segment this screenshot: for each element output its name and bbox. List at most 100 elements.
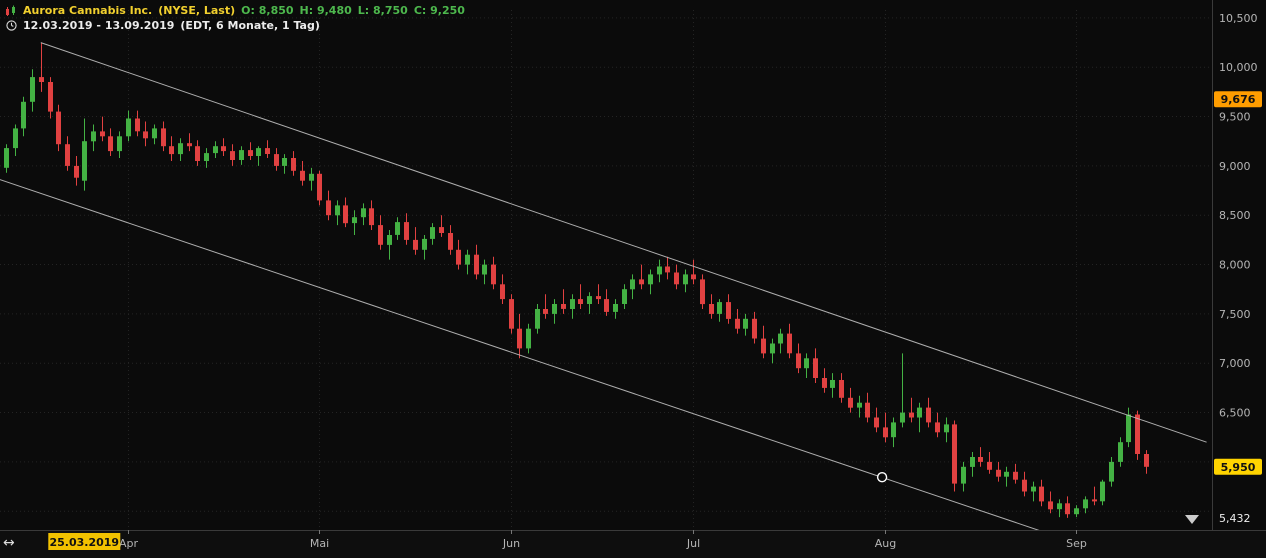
candle[interactable] xyxy=(91,124,96,152)
candle[interactable] xyxy=(1031,481,1036,502)
candle[interactable] xyxy=(4,144,9,173)
candle[interactable] xyxy=(221,138,226,156)
candle[interactable] xyxy=(578,284,583,309)
candle[interactable] xyxy=(422,235,427,260)
candle[interactable] xyxy=(448,225,453,255)
candle[interactable] xyxy=(256,146,261,166)
candle[interactable] xyxy=(709,294,714,319)
candle[interactable] xyxy=(717,299,722,322)
candle[interactable] xyxy=(413,227,418,255)
candle[interactable] xyxy=(848,387,853,413)
candle[interactable] xyxy=(456,239,461,270)
candle[interactable] xyxy=(1057,499,1062,518)
candle[interactable] xyxy=(648,269,653,295)
candle[interactable] xyxy=(883,412,888,443)
candle[interactable] xyxy=(343,197,348,228)
candle[interactable] xyxy=(309,167,314,191)
candle[interactable] xyxy=(735,309,740,334)
candle[interactable] xyxy=(143,121,148,147)
candle[interactable] xyxy=(517,313,522,359)
candle[interactable] xyxy=(108,128,113,156)
candle[interactable] xyxy=(274,148,279,171)
candle[interactable] xyxy=(917,402,922,433)
candle[interactable] xyxy=(752,311,757,344)
candle[interactable] xyxy=(187,133,192,152)
candle[interactable] xyxy=(239,146,244,165)
candle[interactable] xyxy=(1100,479,1105,506)
candle[interactable] xyxy=(56,104,61,152)
candle[interactable] xyxy=(195,140,200,166)
candle[interactable] xyxy=(265,140,270,158)
candle[interactable] xyxy=(683,269,688,293)
candle[interactable] xyxy=(552,299,557,324)
candle[interactable] xyxy=(909,397,914,423)
candle[interactable] xyxy=(30,69,35,112)
candle[interactable] xyxy=(1022,471,1027,497)
candle[interactable] xyxy=(604,289,609,316)
candle[interactable] xyxy=(978,447,983,467)
candle[interactable] xyxy=(804,353,809,378)
candle[interactable] xyxy=(891,417,896,448)
candle[interactable] xyxy=(796,343,801,374)
candle[interactable] xyxy=(317,170,322,206)
candle[interactable] xyxy=(657,259,662,283)
candle[interactable] xyxy=(944,417,949,443)
candle[interactable] xyxy=(213,141,218,158)
candle[interactable] xyxy=(970,452,975,477)
candle[interactable] xyxy=(926,397,931,428)
pan-icon[interactable]: ↔ xyxy=(3,535,15,551)
candle[interactable] xyxy=(169,136,174,161)
candle[interactable] xyxy=(561,289,566,314)
candle[interactable] xyxy=(135,110,140,137)
candle[interactable] xyxy=(987,452,992,474)
candle[interactable] xyxy=(378,215,383,250)
candle[interactable] xyxy=(1083,496,1088,514)
candle[interactable] xyxy=(248,142,253,160)
trend-channel[interactable] xyxy=(0,42,1207,558)
candle[interactable] xyxy=(665,256,670,280)
candle[interactable] xyxy=(787,323,792,359)
candle[interactable] xyxy=(570,294,575,319)
candle[interactable] xyxy=(1109,457,1114,487)
candle[interactable] xyxy=(300,161,305,186)
candle[interactable] xyxy=(509,294,514,334)
candle[interactable] xyxy=(935,412,940,438)
candle[interactable] xyxy=(395,217,400,240)
channel-upper-line[interactable] xyxy=(40,42,1207,443)
candle[interactable] xyxy=(282,154,287,174)
candle[interactable] xyxy=(526,323,531,354)
candle[interactable] xyxy=(1013,463,1018,484)
candle[interactable] xyxy=(13,124,18,157)
candle[interactable] xyxy=(439,215,444,237)
candle[interactable] xyxy=(161,121,166,152)
candle[interactable] xyxy=(1065,496,1070,518)
candle[interactable] xyxy=(691,259,696,285)
candle[interactable] xyxy=(543,294,548,319)
candle[interactable] xyxy=(500,274,505,304)
candle[interactable] xyxy=(152,124,157,145)
candle[interactable] xyxy=(404,213,409,245)
candle[interactable] xyxy=(726,294,731,324)
candle[interactable] xyxy=(387,230,392,260)
candle[interactable] xyxy=(65,136,70,171)
channel-lower-line[interactable] xyxy=(0,179,1120,558)
candle[interactable] xyxy=(743,313,748,336)
candle[interactable] xyxy=(1144,450,1149,474)
candle[interactable] xyxy=(39,42,44,92)
y-axis[interactable]: 10,500 10,000 9,500 9,000 8,500 8,000 7,500 7,0… xyxy=(1219,12,1258,420)
candle[interactable] xyxy=(335,200,340,226)
candle[interactable] xyxy=(813,348,818,383)
candle[interactable] xyxy=(1048,491,1053,514)
candle[interactable] xyxy=(630,274,635,300)
candle[interactable] xyxy=(900,353,905,428)
candle[interactable] xyxy=(21,96,26,137)
candle[interactable] xyxy=(230,144,235,166)
candle[interactable] xyxy=(474,244,479,280)
candle[interactable] xyxy=(961,461,966,492)
candle[interactable] xyxy=(639,264,644,290)
candle[interactable] xyxy=(74,156,79,186)
candle[interactable] xyxy=(839,373,844,403)
candle[interactable] xyxy=(613,299,618,319)
candle[interactable] xyxy=(48,77,53,119)
candle[interactable] xyxy=(1126,407,1131,448)
